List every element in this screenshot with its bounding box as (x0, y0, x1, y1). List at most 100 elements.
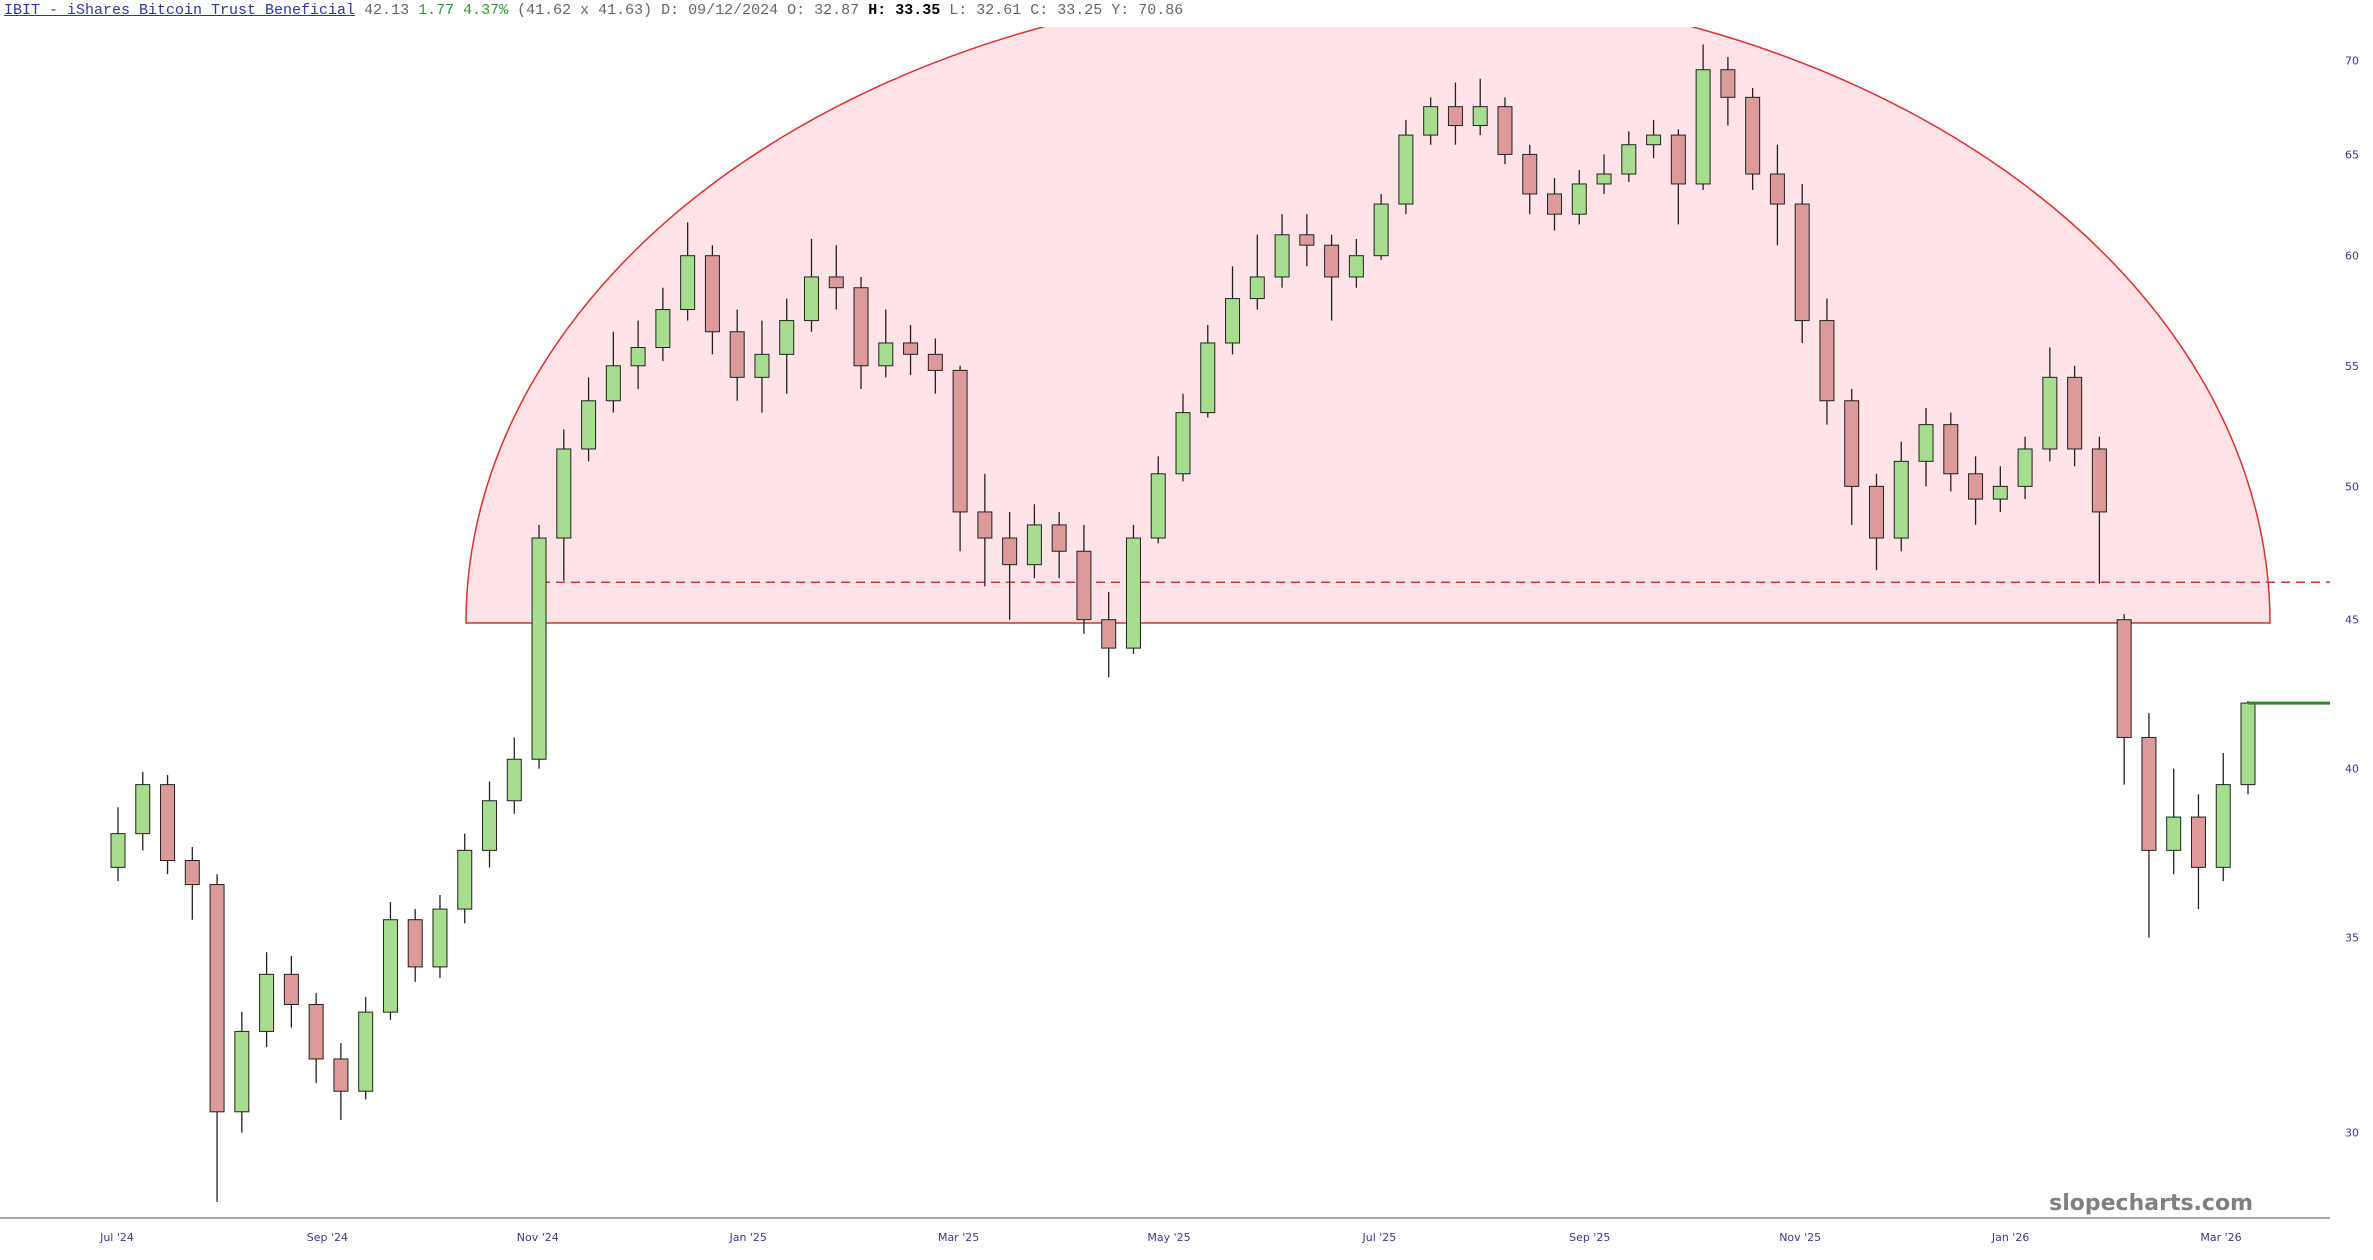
x-tick-label: Sep '24 (307, 1231, 348, 1244)
candle-body (1596, 173, 1612, 185)
y-tick-label: 30 (2345, 1127, 2359, 1140)
y-tick-label: 35 (2345, 932, 2359, 945)
candle-body (2017, 448, 2033, 487)
candle-body (1373, 203, 1389, 257)
candle-body (952, 369, 968, 513)
candle-body (1745, 96, 1761, 175)
candle-body (1225, 298, 1241, 344)
candle-body (333, 1058, 349, 1092)
candle-body (1398, 134, 1414, 205)
candle-body (1868, 485, 1884, 539)
candle-body (407, 919, 423, 968)
x-tick-label: Sep '25 (1569, 1231, 1610, 1244)
symbol-link[interactable]: IBIT - iShares Bitcoin Trust Beneficial (4, 2, 356, 19)
candle-body (878, 342, 894, 367)
open: O: 32.87 (787, 2, 860, 19)
y-tick-label: 70 (2345, 55, 2359, 68)
candle-body (1547, 193, 1563, 215)
x-tick-label: Jan '26 (1991, 1231, 2029, 1244)
candle-body (358, 1011, 374, 1092)
candle-body (135, 784, 151, 835)
candle-body (704, 255, 720, 333)
candle-body (1646, 134, 1662, 146)
candle-body (1299, 234, 1315, 246)
candle-body (1918, 424, 1934, 462)
change: 1.77 (418, 2, 455, 19)
change-pct: 4.37% (463, 2, 509, 19)
candle-body (1423, 106, 1439, 136)
x-tick-label: Mar '25 (938, 1231, 979, 1244)
bid-ask: (41.62 x 41.63) (517, 2, 653, 19)
high: H: 33.35 (868, 2, 941, 19)
candle-body (1720, 69, 1736, 98)
watermark: slopecharts.com (2049, 1191, 2253, 1216)
candle-body (1844, 400, 1860, 487)
candle-body (259, 973, 275, 1032)
candle-body (160, 784, 176, 862)
candle-body (482, 800, 498, 851)
date: D: 09/12/2024 (661, 2, 779, 19)
candle-body (977, 511, 993, 539)
candle-body (2141, 736, 2157, 851)
candle-body (1447, 106, 1463, 127)
candle-body (1472, 106, 1488, 127)
candle-body (1101, 619, 1117, 649)
candle-body (803, 276, 819, 322)
arc-annotation (465, 27, 2271, 624)
candle-body (2215, 784, 2231, 868)
last: 42.13 (364, 2, 410, 19)
candle-body (457, 849, 473, 910)
candle-body (655, 309, 671, 349)
candle-body (754, 353, 770, 378)
candle-body (1670, 134, 1686, 185)
candle-body (308, 1003, 324, 1060)
y-tick-label: 45 (2345, 614, 2359, 627)
x-tick-label: Nov '24 (517, 1231, 559, 1244)
x-tick-label: Jul '25 (1362, 1231, 1397, 1244)
candle-body (1051, 524, 1067, 552)
candle-body (110, 833, 126, 868)
candle-body (729, 331, 745, 378)
y-tick-label: 65 (2345, 148, 2359, 161)
y-tick-label: 50 (2345, 480, 2359, 493)
candle-body (1274, 234, 1290, 278)
candle-body (1794, 203, 1810, 322)
candle-body (2190, 816, 2206, 868)
x-tick-label: May '25 (1147, 1231, 1190, 1244)
candle-body (283, 973, 299, 1005)
candle-body (1621, 144, 1637, 175)
year-high: Y: 70.86 (1111, 2, 1184, 19)
candle-body (1150, 473, 1166, 539)
low: L: 32.61 (949, 2, 1022, 19)
candle-body (2091, 448, 2107, 513)
x-tick-label: Nov '25 (1779, 1231, 1821, 1244)
candle-body (1026, 524, 1042, 566)
y-tick-label: 55 (2345, 360, 2359, 373)
candle-body (2166, 816, 2182, 851)
x-tick-label: Mar '26 (2200, 1231, 2241, 1244)
candle-body (1571, 183, 1587, 215)
candle-body (1324, 244, 1340, 278)
candle-body (1249, 276, 1265, 300)
candle-body (1125, 537, 1141, 649)
candle-body (1522, 153, 1538, 195)
candle-body (1992, 485, 2008, 500)
candle-body (432, 908, 448, 968)
candle-body (234, 1030, 250, 1113)
close: C: 33.25 (1030, 2, 1103, 19)
candle-body (1002, 537, 1018, 566)
candle-body (2067, 376, 2083, 450)
candle-body (1200, 342, 1216, 414)
candle-body (605, 365, 621, 402)
candle-body (1175, 412, 1191, 475)
candle-body (1348, 255, 1364, 278)
x-tick-label: Jul '24 (99, 1231, 134, 1244)
candle-body (1819, 320, 1835, 402)
candle-body (2116, 619, 2132, 738)
candle-body (184, 860, 200, 886)
candle-body (1943, 424, 1959, 475)
candle-body (382, 919, 398, 1013)
y-tick-label: 60 (2345, 250, 2359, 263)
